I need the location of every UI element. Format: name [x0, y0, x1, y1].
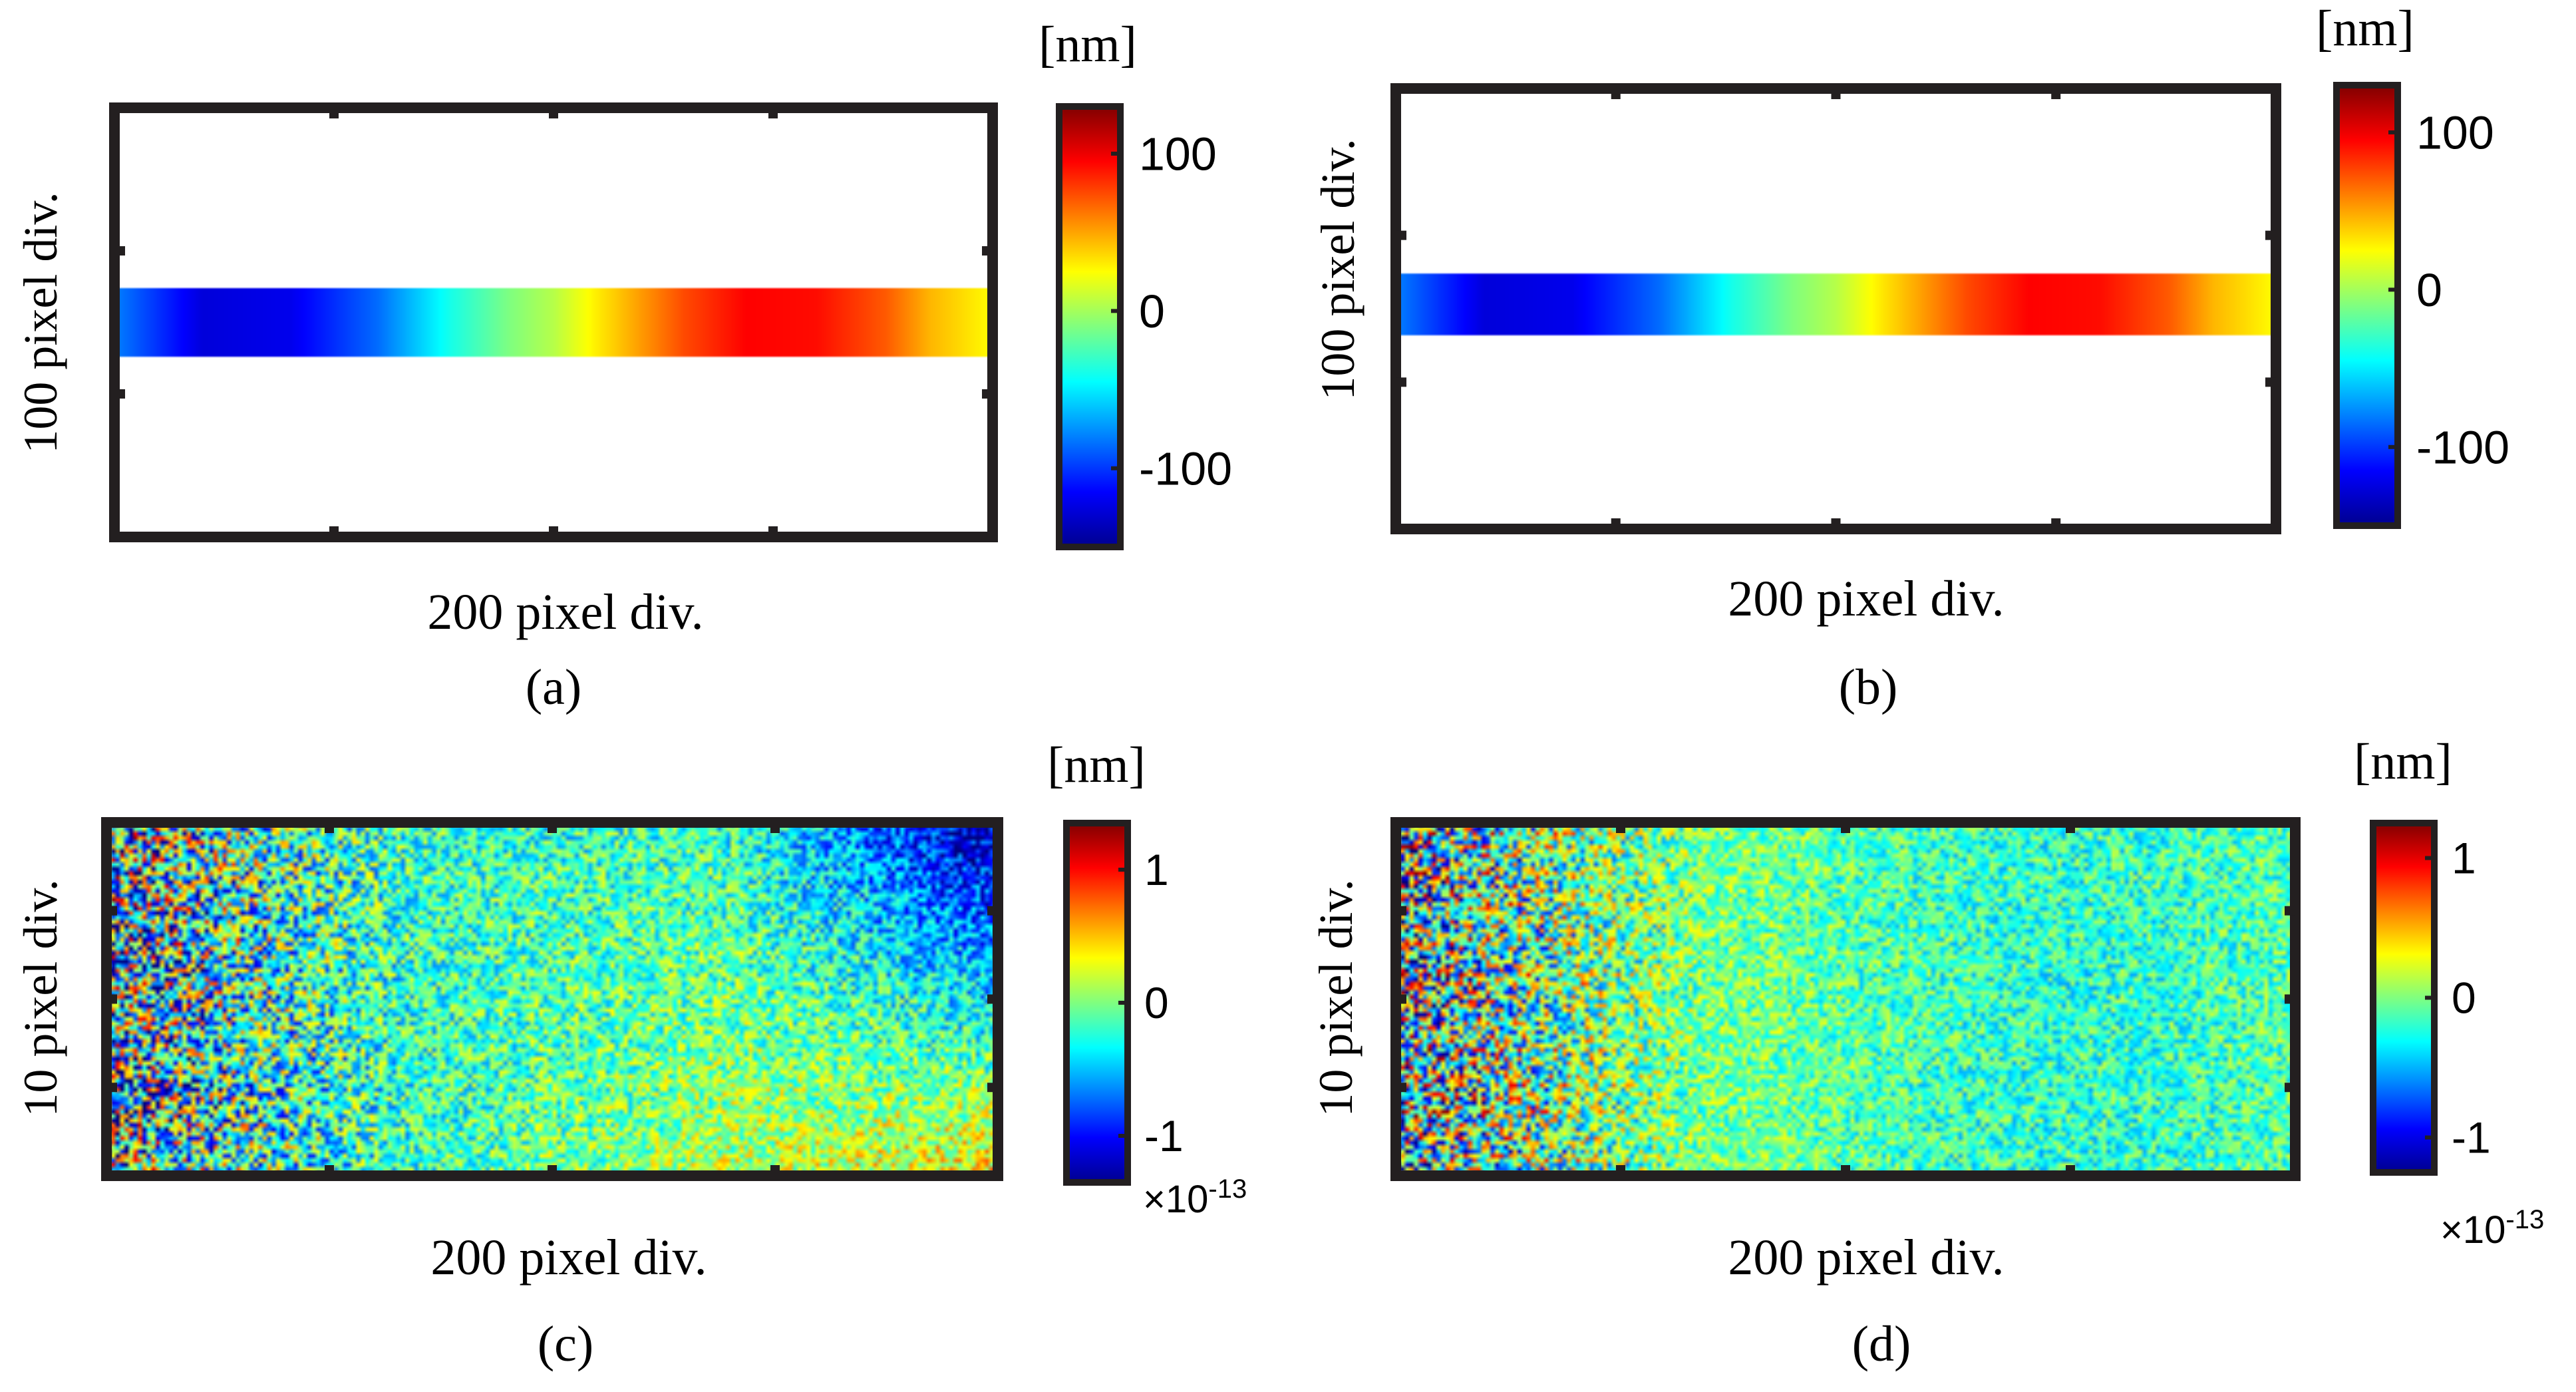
xlabel-d: 200 pixel div. [1728, 1230, 2004, 1286]
colorbar-tick-label: 100 [2416, 106, 2494, 158]
xlabel-c: 200 pixel div. [430, 1230, 707, 1286]
ticks-d [1396, 822, 2295, 1176]
colorbar-tick-label: 0 [1139, 285, 1165, 337]
ylabel-c: 10 pixel div. [14, 879, 67, 1117]
colorbar-tick-label: 0 [2416, 264, 2442, 316]
ylabel-d: 10 pixel div. [1309, 879, 1363, 1117]
colorbar-tick-label: 0 [1144, 978, 1169, 1027]
colorbar-c [1063, 820, 1131, 1186]
xlabel-b: 200 pixel div. [1728, 571, 2004, 627]
colorbar-tick-label: -100 [2416, 421, 2509, 473]
panel-label-c: (c) [538, 1316, 593, 1372]
ylabel-b: 100 pixel div. [1311, 138, 1365, 400]
colorbar-a [1056, 103, 1124, 550]
ticks-a [114, 108, 993, 537]
colorbar-ticks-b: 100 0 -100 [2388, 106, 2509, 473]
heatmap-d [1396, 822, 2295, 1176]
colorbar-tick-label: -100 [1139, 442, 1232, 494]
exponent-sup-c: -13 [1208, 1174, 1247, 1204]
exponent-sup-d: -13 [2505, 1205, 2544, 1234]
colorbar-exponent-c: ×10-13 [1143, 1174, 1247, 1221]
colorbar-ticks-c: 1 0 -1 [1118, 845, 1184, 1160]
panel-d: 10 pixel div. 200 pixel div. (d) [nm] 1 0… [1309, 734, 2544, 1372]
panel-label-d: (d) [1852, 1316, 1911, 1372]
colorbar-b [2333, 82, 2401, 529]
panel-c: 10 pixel div. 200 pixel div. (c) [nm] 1 0… [14, 737, 1247, 1372]
ticks-c [106, 822, 998, 1176]
colorbar-unit-a: [nm] [1039, 17, 1137, 73]
panel-label-a: (a) [526, 659, 581, 715]
colorbar-tick-label: -1 [2452, 1113, 2491, 1162]
colorbar-unit-b: [nm] [2316, 1, 2414, 57]
exponent-base-c: ×10 [1143, 1178, 1208, 1221]
exponent-base-d: ×10 [2440, 1208, 2505, 1252]
colorbar-exponent-d: ×10-13 [2440, 1205, 2544, 1252]
colorbar-tick-label: 1 [2452, 834, 2476, 883]
panel-b: 100 pixel div. 200 pixel div. (b) [nm] 1… [1311, 1, 2509, 715]
panel-a: 100 pixel div. 200 pixel div. (a) [nm] 1… [14, 17, 1232, 715]
colorbar-d [2370, 820, 2438, 1176]
colorbar-tick-label: -1 [1144, 1111, 1184, 1160]
ticks-b [1396, 88, 2276, 529]
heatmap-a [114, 108, 993, 537]
colorbar-ticks-a: 100 0 -100 [1111, 128, 1232, 494]
colorbar-tick-label: 100 [1139, 128, 1217, 180]
panel-label-b: (b) [1839, 659, 1898, 715]
heatmap-c [106, 822, 998, 1176]
xlabel-a: 200 pixel div. [427, 584, 703, 640]
ylabel-a: 100 pixel div. [14, 192, 67, 453]
colorbar-ticks-d: 1 0 -1 [2425, 834, 2491, 1162]
colorbar-unit-c: [nm] [1047, 737, 1146, 793]
colorbar-tick-label: 0 [2452, 973, 2476, 1023]
colorbar-tick-label: 1 [1144, 845, 1169, 894]
colorbar-unit-d: [nm] [2354, 734, 2452, 790]
heatmap-b [1396, 88, 2276, 529]
